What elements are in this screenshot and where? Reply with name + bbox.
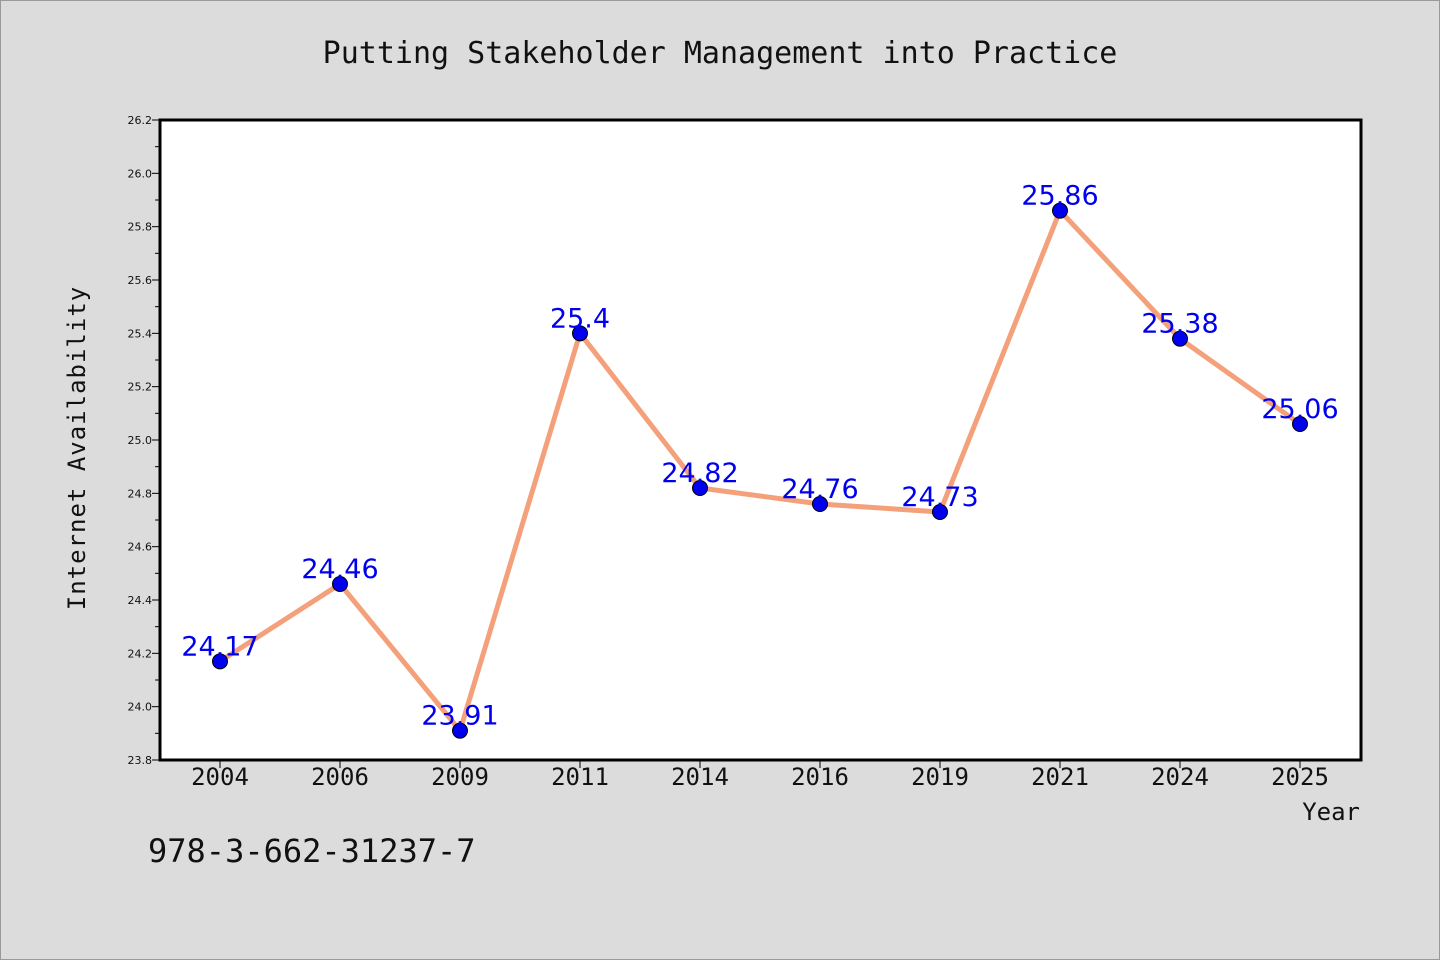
x-tick-label: 2006	[311, 763, 369, 791]
y-tick-label: 25.6	[128, 274, 153, 287]
x-tick-label: 2009	[431, 763, 489, 791]
data-label: 24.76	[781, 474, 858, 505]
data-point	[1292, 416, 1308, 432]
data-point	[812, 496, 828, 512]
data-label: 24.82	[661, 458, 738, 489]
isbn-text: 978-3-662-31237-7	[148, 832, 476, 870]
plot-area	[158, 118, 1363, 762]
data-point	[1052, 202, 1068, 219]
x-tick-label: 2014	[671, 763, 729, 791]
data-label: 24.73	[901, 482, 978, 513]
data-label: 25.38	[1141, 309, 1218, 340]
y-tick-label: 25.4	[128, 327, 153, 340]
y-tick-label: 26.0	[128, 167, 153, 180]
y-tick-label: 26.2	[128, 114, 153, 127]
x-axis: 2004 2006 2009 2011 2014 2016 2019 2021 2024 2025	[191, 760, 1329, 791]
y-tick-label: 24.4	[128, 594, 153, 607]
y-tick-label: 25.2	[128, 381, 153, 394]
y-tick-label: 25.0	[128, 434, 153, 447]
data-label: 24.46	[301, 554, 378, 585]
y-tick-label: 24.6	[128, 541, 153, 554]
data-point	[692, 480, 708, 496]
data-label: 25.4	[550, 303, 610, 334]
x-tick-label: 2011	[551, 763, 609, 791]
y-tick-label: 23.8	[128, 754, 153, 767]
data-point	[212, 653, 228, 670]
y-tick-label: 25.8	[128, 221, 153, 234]
x-tick-label: 2016	[791, 763, 849, 791]
data-point	[572, 325, 588, 342]
y-tick-label: 24.8	[128, 487, 153, 500]
x-tick-label: 2019	[911, 763, 969, 791]
x-tick-label: 2024	[1151, 763, 1209, 791]
y-tick-label: 24.2	[128, 647, 153, 660]
x-axis-label: Year	[1302, 798, 1360, 826]
data-label: 23.91	[421, 701, 498, 732]
series-layer: 24.17 24.46 23.91 25.4 24.82 24.76 24.73 25.86 2…	[181, 181, 1339, 739]
y-axis: 23.8 24.0 24.2 24.4 24.6 24.8 25.0 25.2 25.4 25.6…	[128, 114, 160, 767]
data-point	[932, 504, 948, 520]
data-label: 25.86	[1021, 181, 1098, 212]
chart-title: Putting Stakeholder Management into Prac…	[323, 36, 1118, 71]
y-tick-label: 24.0	[128, 701, 153, 714]
data-point	[452, 722, 468, 739]
data-label: 24.17	[181, 631, 258, 662]
x-tick-label: 2021	[1031, 763, 1089, 791]
x-tick-label: 2004	[191, 763, 249, 791]
x-tick-label: 2025	[1271, 763, 1329, 791]
y-axis-label: Internet Availability	[63, 286, 91, 610]
data-point	[332, 576, 348, 592]
data-label: 25.06	[1261, 394, 1338, 425]
series-line	[217, 208, 1303, 734]
data-point	[1172, 330, 1188, 347]
